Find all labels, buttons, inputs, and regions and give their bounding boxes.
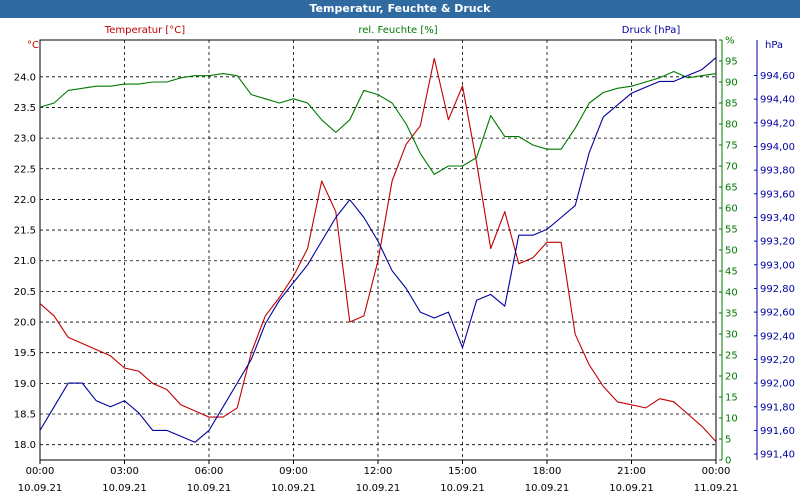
pressure-axis-label: Druck [hPa] (622, 25, 681, 36)
humidity-tick-label: 25 (725, 351, 738, 362)
pressure-tick-label: 994,40 (760, 95, 795, 106)
humidity-tick-label: 80 (725, 120, 738, 131)
humidity-tick-label: 15 (725, 393, 738, 404)
x-tick-time: 09:00 (279, 466, 308, 477)
axis-labels: °C hPa Temperatur [°C] rel. Feuchte [%] Druc… (27, 25, 783, 51)
x-tick-date: 10.09.21 (356, 483, 401, 494)
x-tick-date: 10.09.21 (609, 483, 654, 494)
pressure-tick-label: 993,40 (760, 213, 795, 224)
humidity-tick-label: 5 (725, 435, 731, 446)
pressure-series-line (39, 57, 717, 443)
temperature-tick-label: 19.5 (14, 348, 36, 359)
temperature-tick-label: 23.5 (14, 103, 36, 114)
humidity-tick-label: 45 (725, 267, 738, 278)
x-tick-time: 12:00 (364, 466, 393, 477)
x-tick-time: 06:00 (195, 466, 224, 477)
pressure-tick-label: 994,20 (760, 118, 795, 129)
humidity-series-line (39, 70, 717, 175)
x-tick-time: 00:00 (702, 466, 731, 477)
pressure-tick-label: 993,80 (760, 166, 795, 177)
humidity-tick-label: 70 (725, 162, 738, 173)
x-tick-date: 10.09.21 (187, 483, 232, 494)
series-lines (39, 57, 717, 443)
temperature-tick-label: 22.5 (14, 164, 36, 175)
temperature-tick-label: 24.0 (14, 72, 36, 83)
humidity-tick-label: % (725, 36, 735, 47)
x-tick-date: 10.09.21 (18, 483, 63, 494)
pressure-tick-label: 991,80 (760, 402, 795, 413)
window-title-bar: Temperatur, Feuchte & Druck (0, 0, 800, 18)
humidity-tick-label: 40 (725, 288, 738, 299)
pressure-tick-label: 993,20 (760, 237, 795, 248)
x-tick-date: 10.09.21 (102, 483, 147, 494)
humidity-tick-label: 95 (725, 57, 738, 68)
humidity-tick-label: 55 (725, 225, 738, 236)
x-tick-date: 11.09.21 (694, 483, 739, 494)
temperature-tick-label: 22.0 (14, 195, 36, 206)
pressure-tick-label: 992,80 (760, 284, 795, 295)
x-tick-date: 10.09.21 (525, 483, 570, 494)
pressure-tick-label: 994,00 (760, 142, 795, 153)
humidity-tick-label: 20 (725, 372, 738, 383)
pressure-unit-label: hPa (765, 40, 783, 51)
humidity-tick-label: 50 (725, 246, 738, 257)
temperature-tick-label: 18.0 (14, 440, 36, 451)
pressure-tick-label: 991,60 (760, 426, 795, 437)
x-tick-date: 10.09.21 (440, 483, 485, 494)
humidity-tick-label: 10 (725, 414, 738, 425)
temperature-tick-label: 23.0 (14, 134, 36, 145)
pressure-tick-label: 993,00 (760, 260, 795, 271)
temperature-series-line (39, 57, 717, 442)
pressure-tick-label: 994,60 (760, 71, 795, 82)
x-tick-time: 15:00 (448, 466, 477, 477)
humidity-tick-label: 35 (725, 309, 738, 320)
humidity-tick-label: 85 (725, 99, 738, 110)
x-tick-time: 00:00 (26, 466, 55, 477)
humidity-tick-label: 90 (725, 78, 738, 89)
humidity-tick-label: 0 (725, 456, 731, 467)
x-tick-date: 10.09.21 (271, 483, 316, 494)
chart-canvas: 18.0 18.5 19.0 19.5 20.0 20.5 21.0 21.5 22.0 22.5… (14, 25, 795, 495)
pressure-tick-label: 991,40 (760, 450, 795, 461)
humidity-axis-label: rel. Feuchte [%] (358, 25, 437, 36)
chart-title: Temperatur, Feuchte & Druck (309, 2, 491, 15)
temperature-tick-label: 21.5 (14, 226, 36, 237)
x-tick-time: 18:00 (533, 466, 562, 477)
temperature-tick-label: 19.0 (14, 379, 36, 390)
x-tick-time: 03:00 (110, 466, 139, 477)
pressure-tick-label: 992,00 (760, 379, 795, 390)
temperature-tick-label: 20.5 (14, 287, 36, 298)
grid (40, 40, 716, 460)
humidity-tick-label: 65 (725, 183, 738, 194)
temperature-unit-label: °C (27, 40, 39, 51)
temperature-tick-label: 20.0 (14, 318, 36, 329)
pressure-tick-label: 992,20 (760, 355, 795, 366)
pressure-tick-label: 992,40 (760, 331, 795, 342)
humidity-tick-label: 75 (725, 141, 738, 152)
pressure-tick-label: 993,60 (760, 189, 795, 200)
humidity-tick-label: 60 (725, 204, 738, 215)
temperature-tick-label: 21.0 (14, 256, 36, 267)
humidity-tick-label: 30 (725, 330, 738, 341)
x-tick-time: 21:00 (617, 466, 646, 477)
temperature-axis-label: Temperatur [°C] (104, 25, 185, 36)
temperature-tick-label: 18.5 (14, 410, 36, 421)
axes: 18.0 18.5 19.0 19.5 20.0 20.5 21.0 21.5 22.0 22.5… (14, 36, 795, 495)
pressure-tick-label: 992,60 (760, 308, 795, 319)
